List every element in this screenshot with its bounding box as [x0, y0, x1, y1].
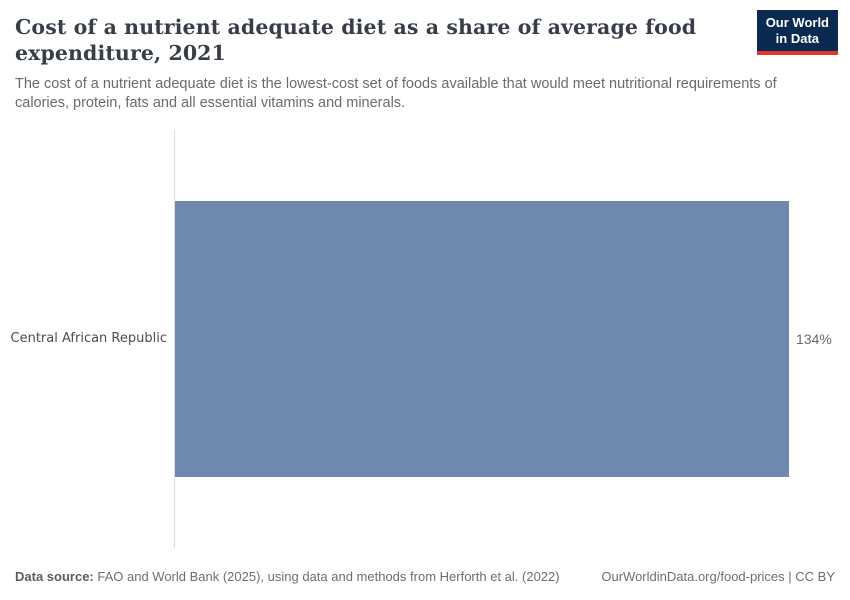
footer: Data source: FAO and World Bank (2025), … [15, 569, 835, 584]
bar[interactable] [175, 201, 789, 477]
data-source-label: Data source: [15, 569, 94, 584]
y-axis-line [174, 130, 175, 548]
chart-title: Cost of a nutrient adequate diet as a sh… [15, 14, 696, 66]
footer-link[interactable]: OurWorldinData.org/food-prices | CC BY [601, 569, 835, 584]
chart-title-line2: expenditure, 2021 [15, 41, 226, 65]
data-source-note: Data source: FAO and World Bank (2025), … [15, 569, 560, 584]
chart-subtitle: The cost of a nutrient adequate diet is … [15, 76, 777, 111]
entity-label[interactable]: Central African Republic [10, 331, 167, 346]
data-source-text: FAO and World Bank (2025), using data an… [93, 569, 560, 584]
chart-title-line1: Cost of a nutrient adequate diet as a sh… [15, 15, 697, 39]
owid-logo-line2: in Data [775, 31, 820, 46]
owid-logo-line1: Our World [765, 15, 829, 30]
value-label: 134% [796, 331, 832, 347]
owid-logo[interactable]: Our World in Data [756, 10, 838, 55]
